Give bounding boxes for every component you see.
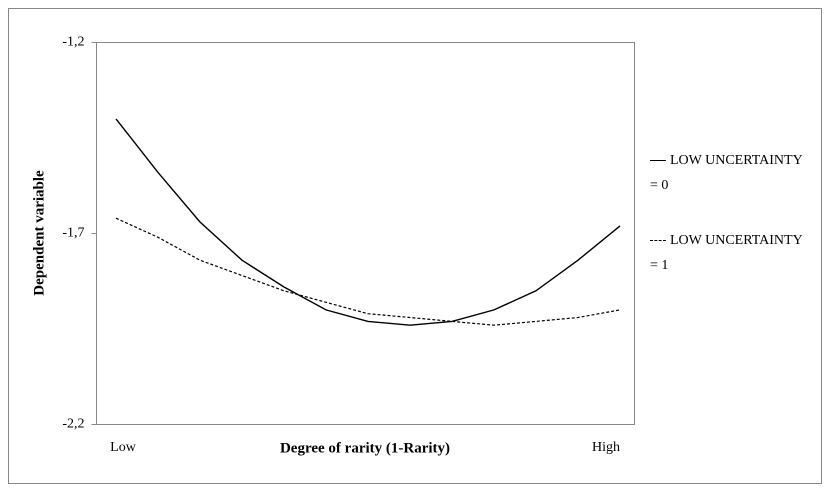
legend-label: LOW UNCERTAINTY = 0: [650, 153, 803, 193]
outer-border: [8, 8, 822, 484]
line-series: [115, 217, 621, 326]
y-tick-label: -1,7: [62, 226, 84, 241]
line-series: [115, 118, 621, 326]
legend-label: LOW UNCERTAINTY = 1: [650, 233, 803, 273]
legend-sample: [650, 240, 666, 242]
legend-entry: LOW UNCERTAINTY = 0: [650, 148, 810, 198]
legend-sample: [650, 160, 666, 162]
y-tick-label: -1,2: [62, 35, 84, 50]
plot-frame: [96, 42, 635, 425]
legend-entry: LOW UNCERTAINTY = 1: [650, 228, 810, 278]
x-tick-label: Low: [110, 440, 137, 455]
x-tick-label: High: [592, 440, 620, 455]
y-tick-label: -2,2: [62, 417, 84, 432]
x-axis-label: Degree of rarity (1-Rarity): [280, 440, 450, 456]
y-axis-label: Dependent variable: [31, 170, 47, 296]
